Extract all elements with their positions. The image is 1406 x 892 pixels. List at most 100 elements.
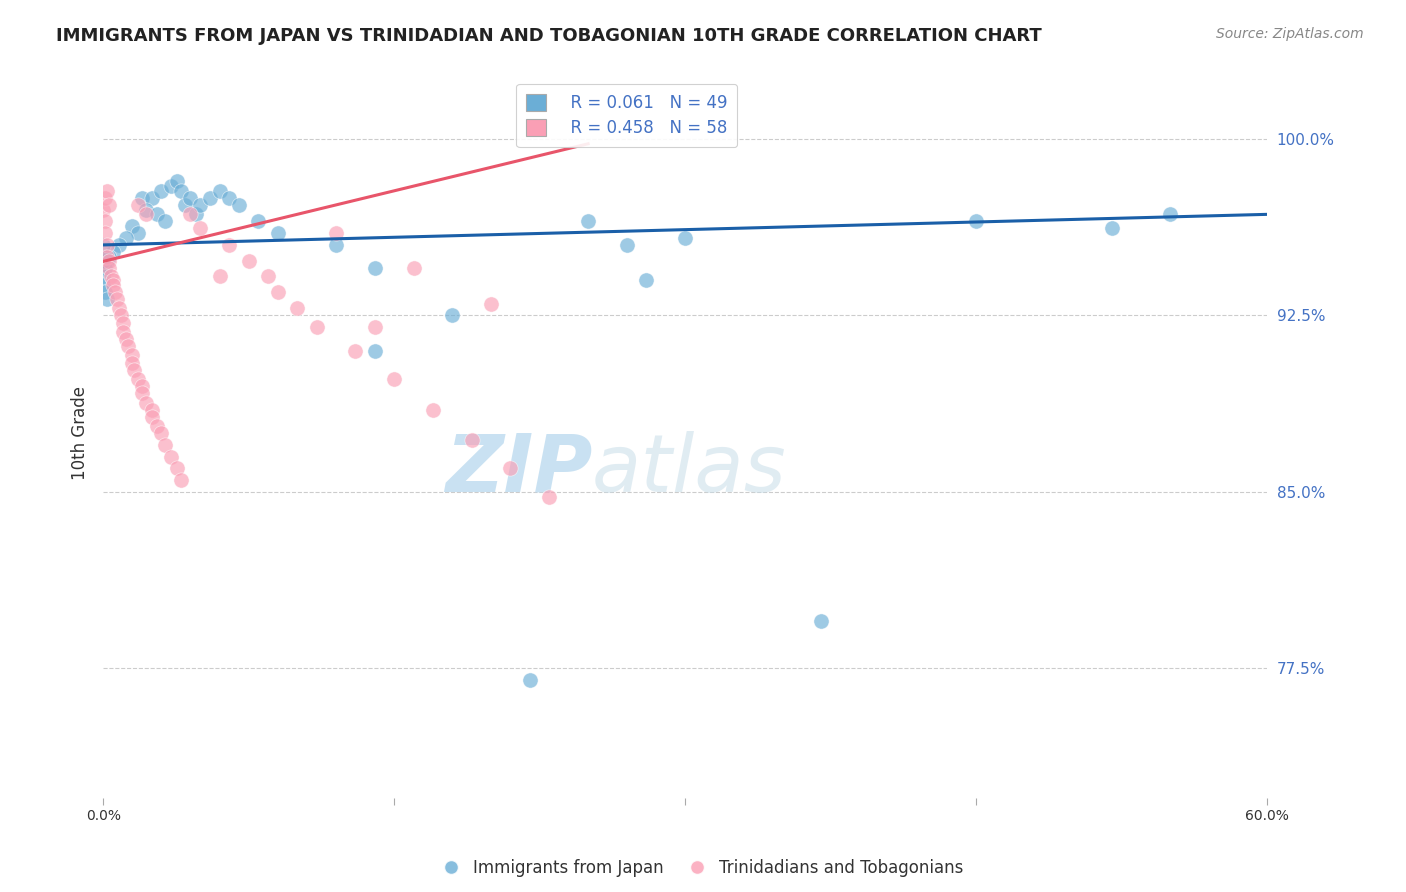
Point xyxy=(364,320,387,334)
Point xyxy=(382,372,405,386)
Point xyxy=(110,309,132,323)
Point xyxy=(153,438,176,452)
Point xyxy=(96,254,118,268)
Point xyxy=(166,461,188,475)
Point xyxy=(146,419,169,434)
Text: ZIP: ZIP xyxy=(444,431,592,508)
Point xyxy=(179,207,201,221)
Point xyxy=(100,268,122,283)
Point xyxy=(325,226,347,240)
Point xyxy=(673,231,696,245)
Point xyxy=(117,339,139,353)
Point xyxy=(188,198,211,212)
Point xyxy=(166,174,188,188)
Point xyxy=(228,198,250,212)
Point xyxy=(96,250,118,264)
Point xyxy=(107,238,129,252)
Point xyxy=(127,226,149,240)
Point xyxy=(479,297,502,311)
Point xyxy=(576,214,599,228)
Text: atlas: atlas xyxy=(592,431,787,508)
Point xyxy=(208,184,231,198)
Point xyxy=(97,250,120,264)
Point xyxy=(135,202,157,217)
Point xyxy=(305,320,328,334)
Point xyxy=(441,309,464,323)
Point xyxy=(94,226,117,240)
Point xyxy=(538,490,561,504)
Point xyxy=(115,231,138,245)
Point xyxy=(150,426,173,441)
Point xyxy=(364,343,387,358)
Point xyxy=(616,238,638,252)
Point xyxy=(173,198,195,212)
Point xyxy=(96,238,118,252)
Point xyxy=(1159,207,1181,221)
Point xyxy=(131,191,153,205)
Point xyxy=(364,261,387,276)
Point xyxy=(122,362,145,376)
Point xyxy=(94,261,117,276)
Point xyxy=(107,301,129,316)
Point xyxy=(94,191,117,205)
Point xyxy=(101,244,124,259)
Point xyxy=(91,238,114,252)
Point xyxy=(499,461,522,475)
Point xyxy=(91,202,114,217)
Point xyxy=(218,191,240,205)
Point xyxy=(97,261,120,276)
Point xyxy=(1101,221,1123,235)
Point xyxy=(160,179,183,194)
Point xyxy=(131,386,153,401)
Point xyxy=(121,219,143,233)
Point xyxy=(104,285,127,299)
Point xyxy=(135,207,157,221)
Point xyxy=(460,433,482,447)
Point xyxy=(141,409,163,424)
Point xyxy=(965,214,987,228)
Point xyxy=(105,292,128,306)
Point xyxy=(267,285,290,299)
Point xyxy=(121,349,143,363)
Point xyxy=(150,184,173,198)
Legend: Immigrants from Japan, Trinidadians and Tobagonians: Immigrants from Japan, Trinidadians and … xyxy=(436,853,970,884)
Point xyxy=(94,250,117,264)
Point xyxy=(91,254,114,268)
Point xyxy=(97,198,120,212)
Point xyxy=(97,254,120,268)
Point xyxy=(141,191,163,205)
Point xyxy=(115,332,138,346)
Point xyxy=(198,191,221,205)
Point xyxy=(153,214,176,228)
Point xyxy=(96,184,118,198)
Point xyxy=(91,277,114,292)
Point xyxy=(121,355,143,369)
Point xyxy=(179,191,201,205)
Point xyxy=(422,402,444,417)
Text: Source: ZipAtlas.com: Source: ZipAtlas.com xyxy=(1216,27,1364,41)
Point xyxy=(208,268,231,283)
Legend:   R = 0.061   N = 49,   R = 0.458   N = 58: R = 0.061 N = 49, R = 0.458 N = 58 xyxy=(516,84,737,147)
Point xyxy=(810,614,832,628)
Point xyxy=(238,254,260,268)
Point xyxy=(135,395,157,409)
Point xyxy=(141,402,163,417)
Point xyxy=(131,379,153,393)
Point xyxy=(101,277,124,292)
Text: IMMIGRANTS FROM JAPAN VS TRINIDADIAN AND TOBAGONIAN 10TH GRADE CORRELATION CHART: IMMIGRANTS FROM JAPAN VS TRINIDADIAN AND… xyxy=(56,27,1042,45)
Point xyxy=(146,207,169,221)
Point xyxy=(170,184,193,198)
Point xyxy=(111,316,134,330)
Point xyxy=(285,301,308,316)
Point xyxy=(257,268,280,283)
Point xyxy=(218,238,240,252)
Point xyxy=(127,198,149,212)
Point xyxy=(519,673,541,687)
Point xyxy=(96,292,118,306)
Point xyxy=(344,343,367,358)
Point xyxy=(325,238,347,252)
Point xyxy=(160,450,183,464)
Point xyxy=(247,214,270,228)
Point xyxy=(402,261,425,276)
Point xyxy=(94,214,117,228)
